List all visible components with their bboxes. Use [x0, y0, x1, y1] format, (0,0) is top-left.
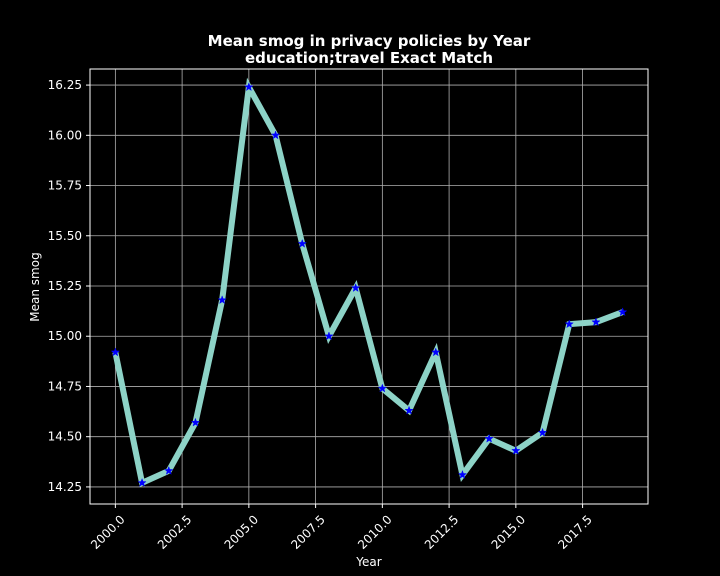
data-point	[270, 130, 281, 140]
data-point	[350, 283, 361, 293]
data-point	[244, 82, 254, 92]
y-tick-label: 15.25	[48, 279, 82, 293]
x-tick-label: 2005.0	[222, 512, 262, 552]
data-point	[537, 427, 548, 437]
data-point	[431, 347, 441, 357]
chart-subtitle: education;travel Exact Match	[245, 49, 493, 67]
x-axis-label: Year	[355, 555, 381, 569]
x-tick-label: 2002.5	[155, 512, 195, 552]
y-tick-label: 15.75	[48, 179, 82, 193]
data-point	[164, 465, 174, 475]
y-axis-label: Mean smog	[28, 252, 42, 321]
x-tick-label: 2012.5	[422, 512, 462, 552]
y-tick-label: 16.00	[48, 128, 82, 142]
data-point	[190, 417, 201, 427]
y-tick-label: 14.25	[48, 480, 82, 494]
data-point	[617, 307, 628, 317]
y-tick-label: 14.50	[48, 430, 82, 444]
x-tick-label: 2000.0	[88, 512, 128, 552]
data-point	[377, 383, 388, 393]
series-line	[112, 77, 624, 488]
data-point	[484, 433, 494, 443]
data-point	[591, 317, 601, 327]
data-point	[457, 469, 468, 479]
y-tick-label: 16.25	[48, 78, 82, 92]
x-tick-label: 2010.0	[355, 512, 395, 552]
y-tick-label: 15.00	[48, 329, 82, 343]
data-point	[137, 477, 147, 487]
y-tick-label: 15.50	[48, 229, 82, 243]
data-point	[324, 331, 334, 341]
data-point	[110, 347, 121, 357]
series-layer	[110, 77, 628, 488]
data-point	[217, 295, 227, 305]
plot-frame	[89, 68, 649, 505]
x-tick-label: 2017.5	[555, 512, 595, 552]
data-point	[297, 238, 307, 248]
y-tick-label: 14.75	[48, 379, 82, 393]
data-point	[564, 319, 574, 329]
chart-title: Mean smog in privacy policies by Year	[208, 32, 531, 50]
grid-layer	[90, 69, 648, 504]
data-point	[511, 445, 521, 455]
x-tick-label: 2007.5	[288, 512, 328, 552]
data-point	[404, 405, 414, 415]
x-tick-label: 2015.0	[489, 512, 529, 552]
